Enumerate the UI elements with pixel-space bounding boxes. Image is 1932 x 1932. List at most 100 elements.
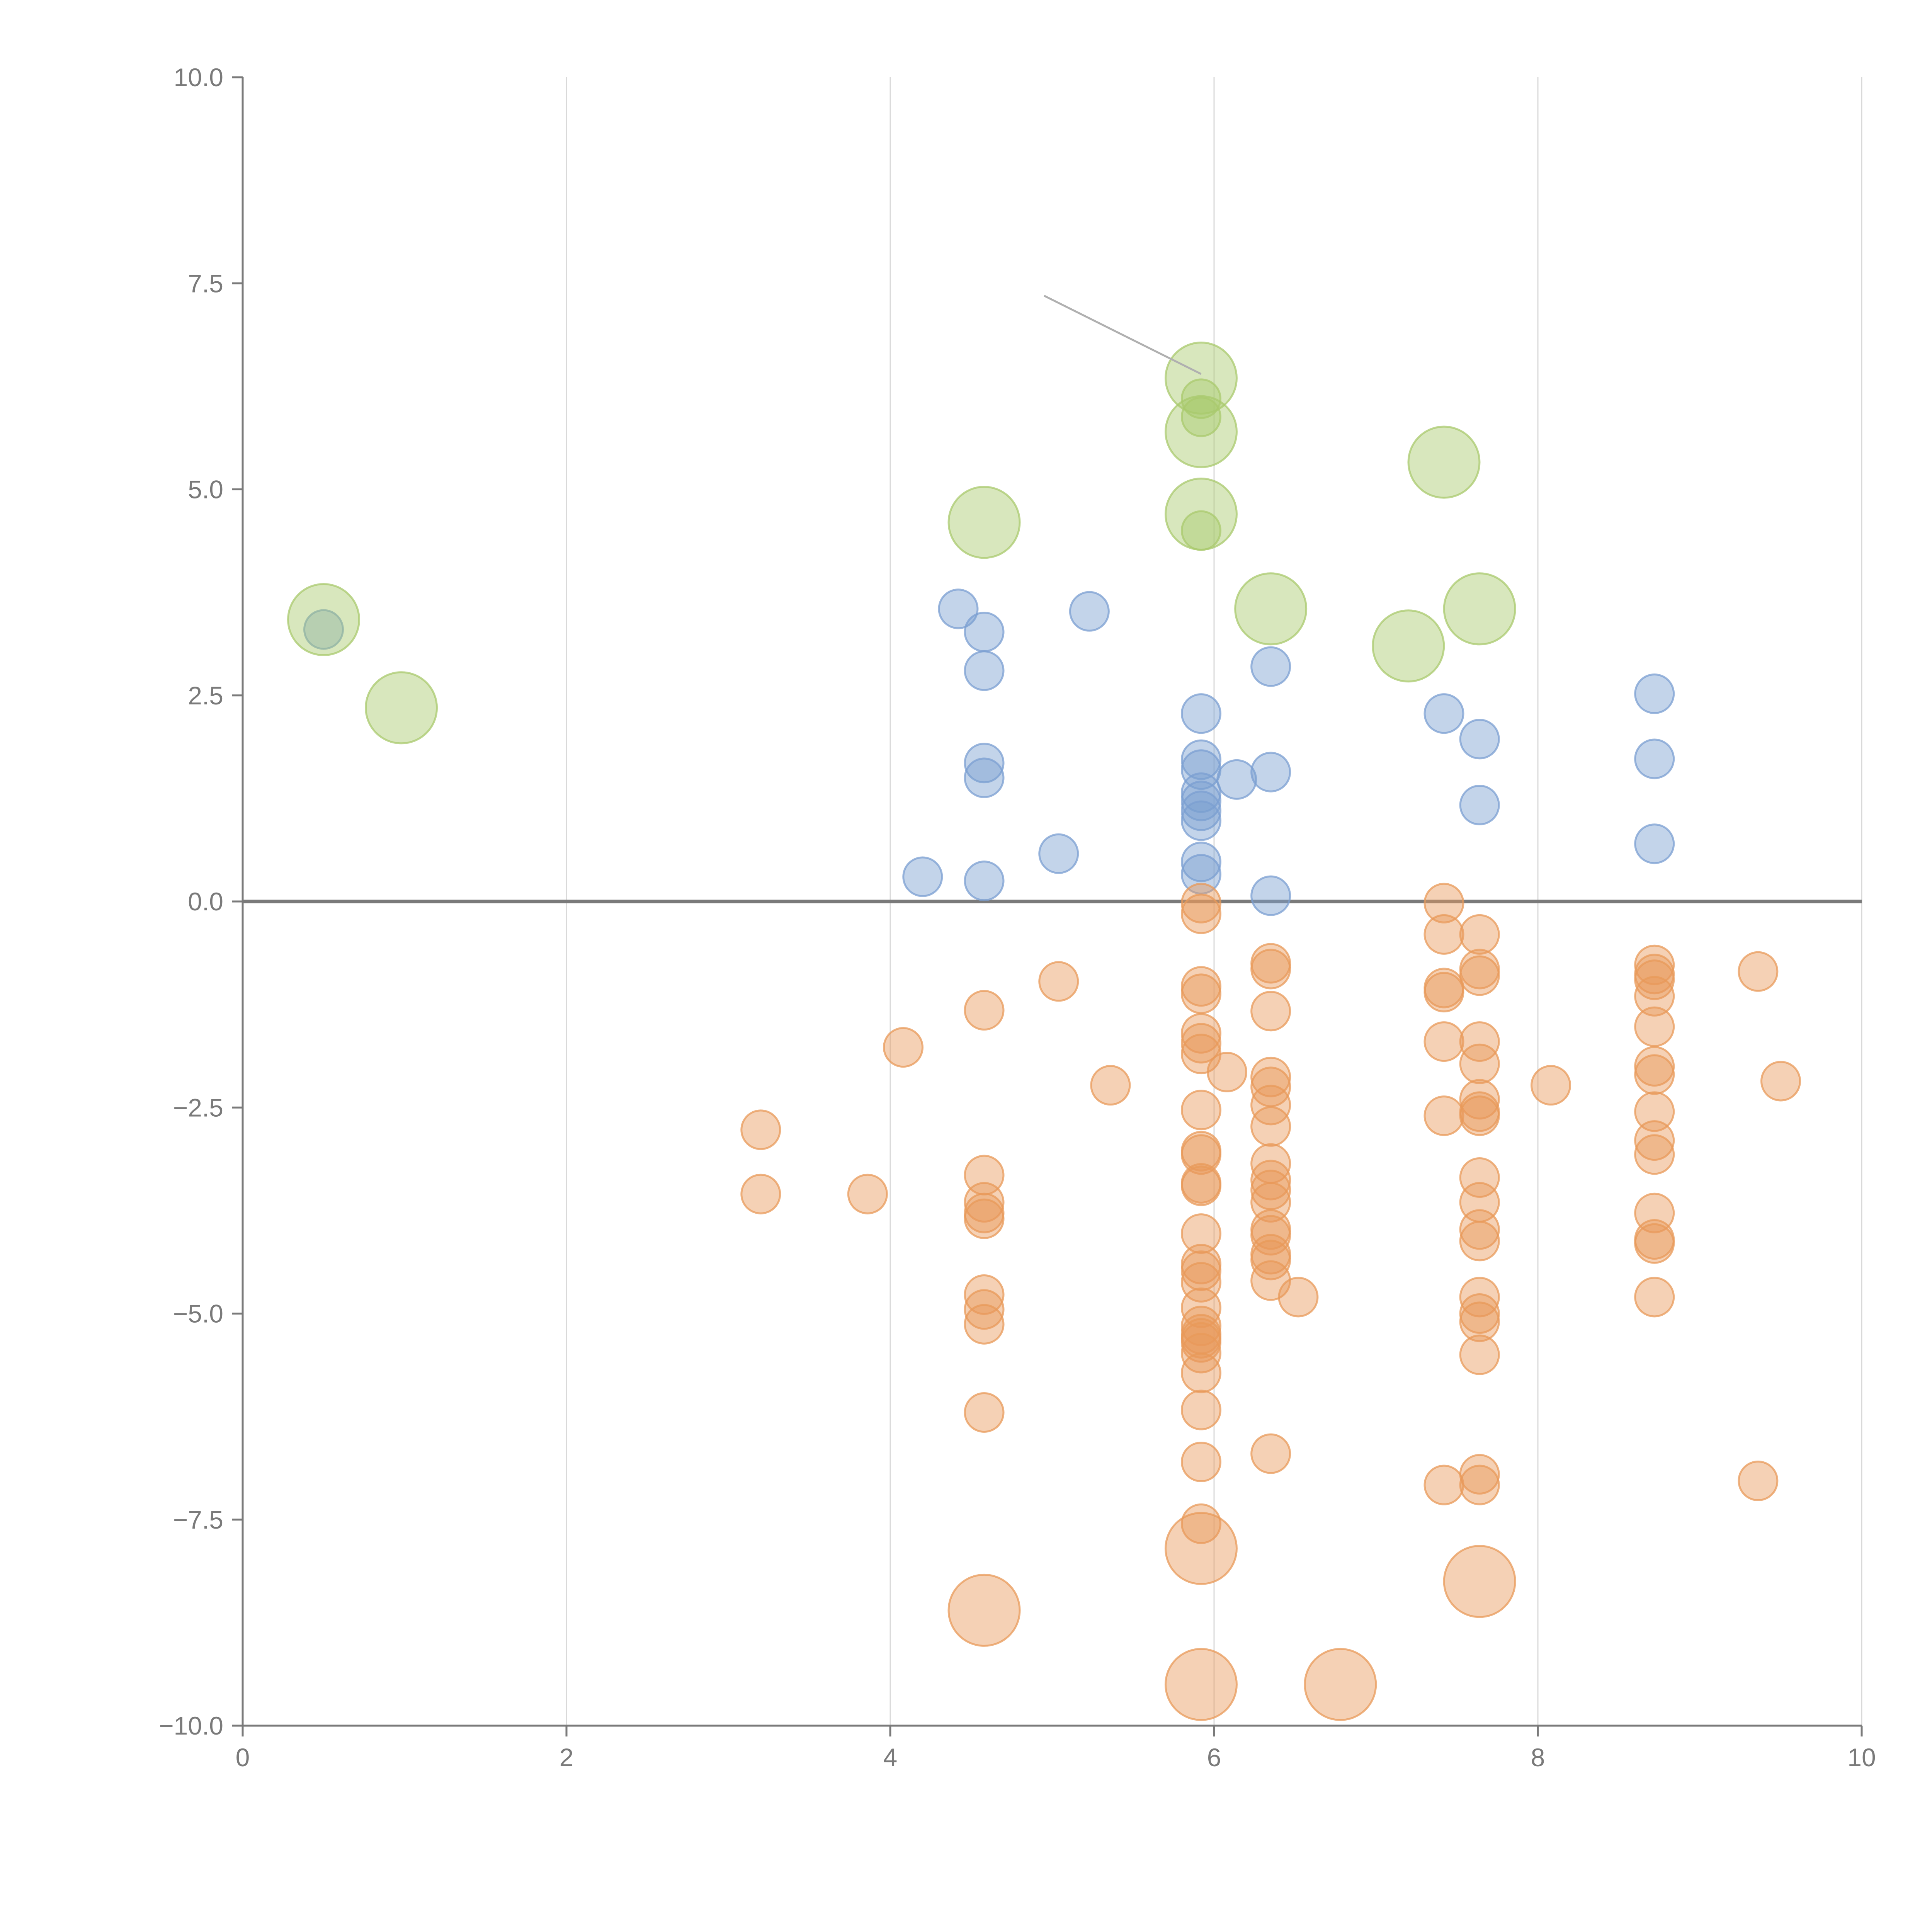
data-point [1164,1648,1238,1721]
data-point [1634,1277,1675,1318]
data-point [964,1392,1005,1433]
data-point [1634,944,1675,985]
data-point [1180,1441,1221,1482]
data-point [1531,1065,1571,1106]
y-tick-label: 10.0 [174,63,223,92]
data-point [964,1198,1005,1239]
data-point [1459,1079,1500,1120]
data-point [1634,1091,1675,1132]
data-point [1459,1221,1500,1262]
data-point [1443,572,1516,646]
series-positive [303,588,1675,916]
data-point [1180,378,1221,419]
data-point [1180,510,1221,551]
data-point [964,650,1005,691]
data-point [1250,1056,1291,1097]
data-point [1634,1134,1675,1175]
data-point [1634,823,1675,864]
annotation-leader-line [1043,295,1202,375]
data-point [1250,875,1291,916]
data-point [1459,1209,1500,1250]
axes: 0 2 4 6 8 10 10.0 7.5 5.0 2.5 0.0 −2.5 −5.0 −7.5 −10.0 [159,63,1876,1772]
data-point [1459,1157,1500,1198]
series-negative-highlight [947,1512,1516,1721]
data-point [1459,719,1500,760]
data-point [964,990,1005,1031]
data-point [287,583,360,656]
data-point [1423,1021,1464,1062]
data-point [1180,800,1221,841]
data-point [740,1109,781,1150]
y-tick-label: 0.0 [188,887,223,916]
data-point [964,861,1005,901]
data-point [964,757,1005,798]
data-point [1634,976,1675,1017]
y-tick-label: 5.0 [188,475,223,504]
data-point [1459,784,1500,825]
data-point [947,1573,1021,1647]
data-point [1180,1134,1221,1175]
y-tick-label: 2.5 [188,681,223,710]
data-point [1180,1322,1221,1363]
data-point [964,1289,1005,1330]
data-point [1180,790,1221,831]
x-tick-label: 8 [1531,1743,1545,1772]
data-point [1459,914,1500,955]
data-point [1234,572,1308,646]
data-point [365,671,438,745]
data-point [1278,1277,1319,1318]
x-tick-label: 2 [560,1743,574,1772]
data-point [1250,1240,1291,1281]
data-point [1459,1043,1500,1084]
y-tick-label: −5.0 [173,1299,223,1328]
data-point [1207,1052,1248,1093]
data-point [964,1274,1005,1315]
data-point [1634,673,1675,714]
series-negative [740,883,1801,1544]
data-point [1038,961,1079,1002]
data-point [1760,1061,1801,1102]
data-point [1180,772,1221,813]
data-point [1459,1454,1500,1495]
annotations [1043,295,1202,375]
data-point [964,1304,1005,1345]
data-point [1164,1512,1238,1585]
data-point [1180,973,1221,1014]
data-point [1180,1013,1221,1054]
data-point [883,1027,924,1068]
data-point [1180,1213,1221,1254]
data-point [1634,1054,1675,1095]
data-point [964,612,1005,653]
data-point [1634,1046,1675,1087]
data-point [1738,951,1779,992]
data-point [1180,739,1221,780]
data-point [938,588,979,629]
data-point [1069,591,1110,632]
data-point [1250,1433,1291,1474]
data-point [1304,1648,1377,1721]
data-point [1423,883,1464,923]
data-point [1090,1065,1131,1106]
data-point [1423,693,1464,734]
data-point [1372,609,1445,683]
data-point [1180,842,1221,883]
data-point [964,743,1005,784]
data-point [1459,1293,1500,1334]
data-point [1443,1545,1516,1618]
x-tick-label: 6 [1207,1743,1221,1772]
data-point [1634,738,1675,779]
data-point [847,1173,888,1214]
data-point [1250,991,1291,1032]
data-point [740,1173,781,1214]
data-point [1180,1250,1221,1291]
data-point [1250,949,1291,990]
data-point [1423,1095,1464,1136]
x-tick-label: 0 [236,1743,250,1772]
data-point [303,609,344,650]
data-point [1634,1120,1675,1161]
data-point [1459,1021,1500,1062]
data-point [1634,1223,1675,1264]
data-point [1250,1160,1291,1201]
data-point [1423,972,1464,1013]
